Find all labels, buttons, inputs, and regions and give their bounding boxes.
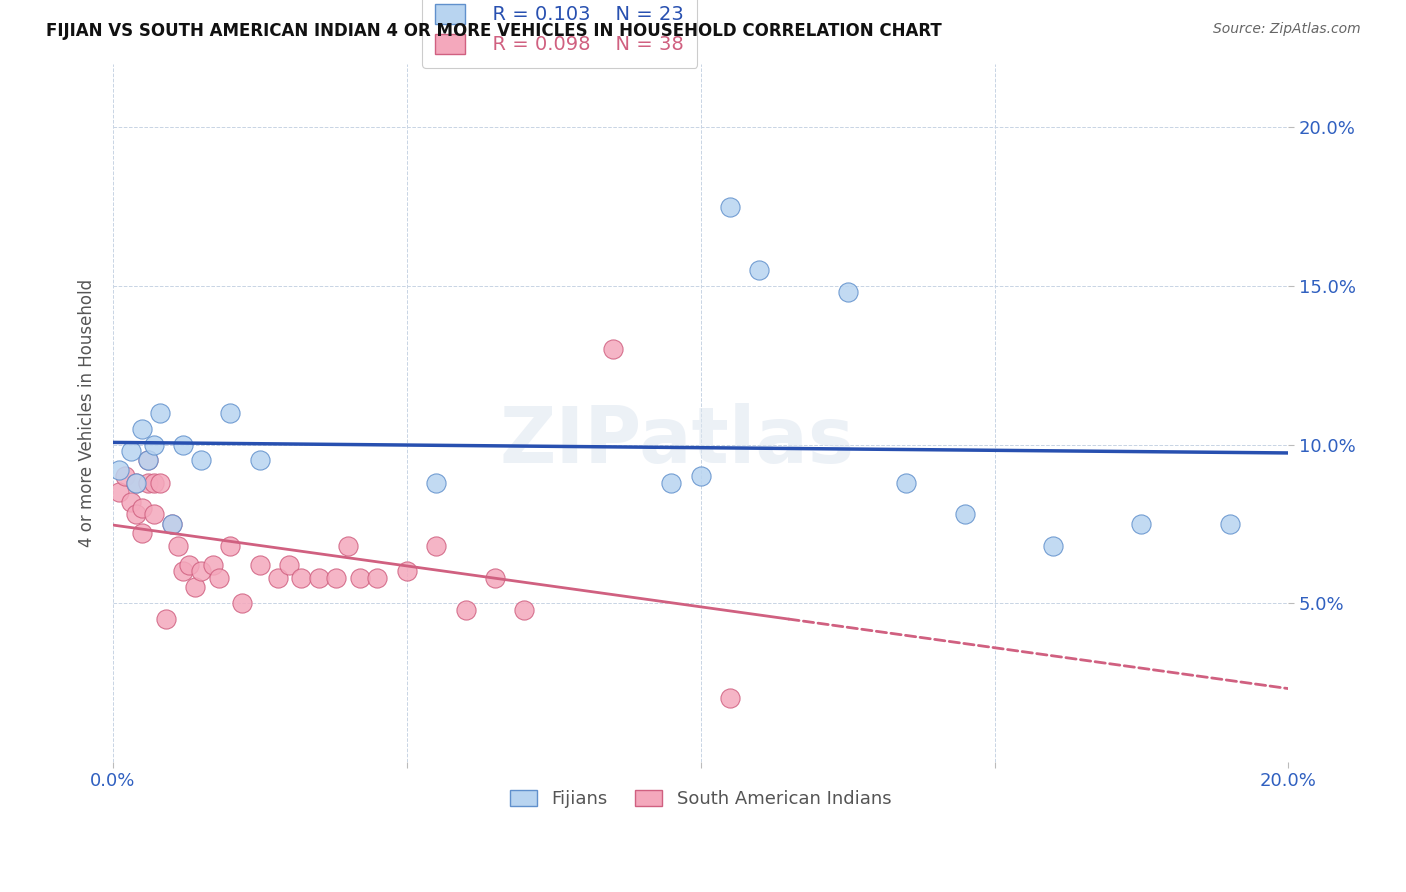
Point (337, 539, 360, 553)
Point (896, 475, 918, 490)
Point (425, 475, 447, 490)
Point (425, 539, 447, 553)
Point (308, 571, 330, 585)
Point (143, 437, 166, 451)
Point (349, 571, 371, 585)
Point (718, 691, 741, 706)
Point (155, 612, 177, 626)
Point (108, 485, 131, 500)
Point (1219, 516, 1241, 531)
Point (184, 580, 207, 594)
Point (219, 539, 242, 553)
Point (718, 200, 741, 214)
Text: Source: ZipAtlas.com: Source: ZipAtlas.com (1213, 22, 1361, 37)
Point (149, 406, 172, 420)
Point (120, 444, 142, 458)
Point (208, 571, 231, 585)
Point (1042, 539, 1064, 553)
Point (219, 406, 242, 420)
Point (325, 571, 347, 585)
Point (190, 453, 212, 467)
Point (131, 501, 153, 516)
Point (149, 475, 172, 490)
Point (395, 565, 418, 579)
Point (278, 558, 301, 573)
Point (953, 508, 976, 522)
Point (120, 494, 142, 508)
Point (266, 571, 288, 585)
Point (172, 565, 194, 579)
Point (131, 526, 153, 541)
Point (513, 602, 536, 616)
Point (131, 422, 153, 436)
Point (114, 469, 136, 483)
Point (689, 469, 711, 483)
Legend: Fijians, South American Indians: Fijians, South American Indians (503, 783, 898, 815)
Point (160, 516, 183, 531)
Point (837, 285, 859, 300)
Point (136, 475, 159, 490)
Point (143, 508, 166, 522)
Point (136, 453, 159, 467)
Point (1130, 516, 1153, 531)
Point (484, 571, 506, 585)
Point (290, 571, 312, 585)
Point (125, 475, 148, 490)
Point (179, 558, 201, 573)
Point (366, 571, 388, 585)
Point (190, 565, 212, 579)
Point (659, 475, 682, 490)
Point (748, 263, 770, 277)
Y-axis label: 4 or more Vehicles in Household: 4 or more Vehicles in Household (79, 279, 96, 547)
Point (166, 539, 188, 553)
Point (143, 475, 166, 490)
Point (136, 453, 159, 467)
Point (125, 475, 148, 490)
Point (249, 453, 271, 467)
Point (454, 602, 477, 616)
Text: ZIPatlas: ZIPatlas (499, 403, 855, 479)
Point (249, 558, 271, 573)
Text: FIJIAN VS SOUTH AMERICAN INDIAN 4 OR MORE VEHICLES IN HOUSEHOLD CORRELATION CHAR: FIJIAN VS SOUTH AMERICAN INDIAN 4 OR MOR… (46, 22, 942, 40)
Point (231, 596, 253, 610)
Point (201, 558, 224, 573)
Point (160, 516, 183, 531)
Point (602, 343, 624, 357)
Point (125, 508, 148, 522)
Point (108, 463, 131, 477)
Point (172, 437, 194, 451)
